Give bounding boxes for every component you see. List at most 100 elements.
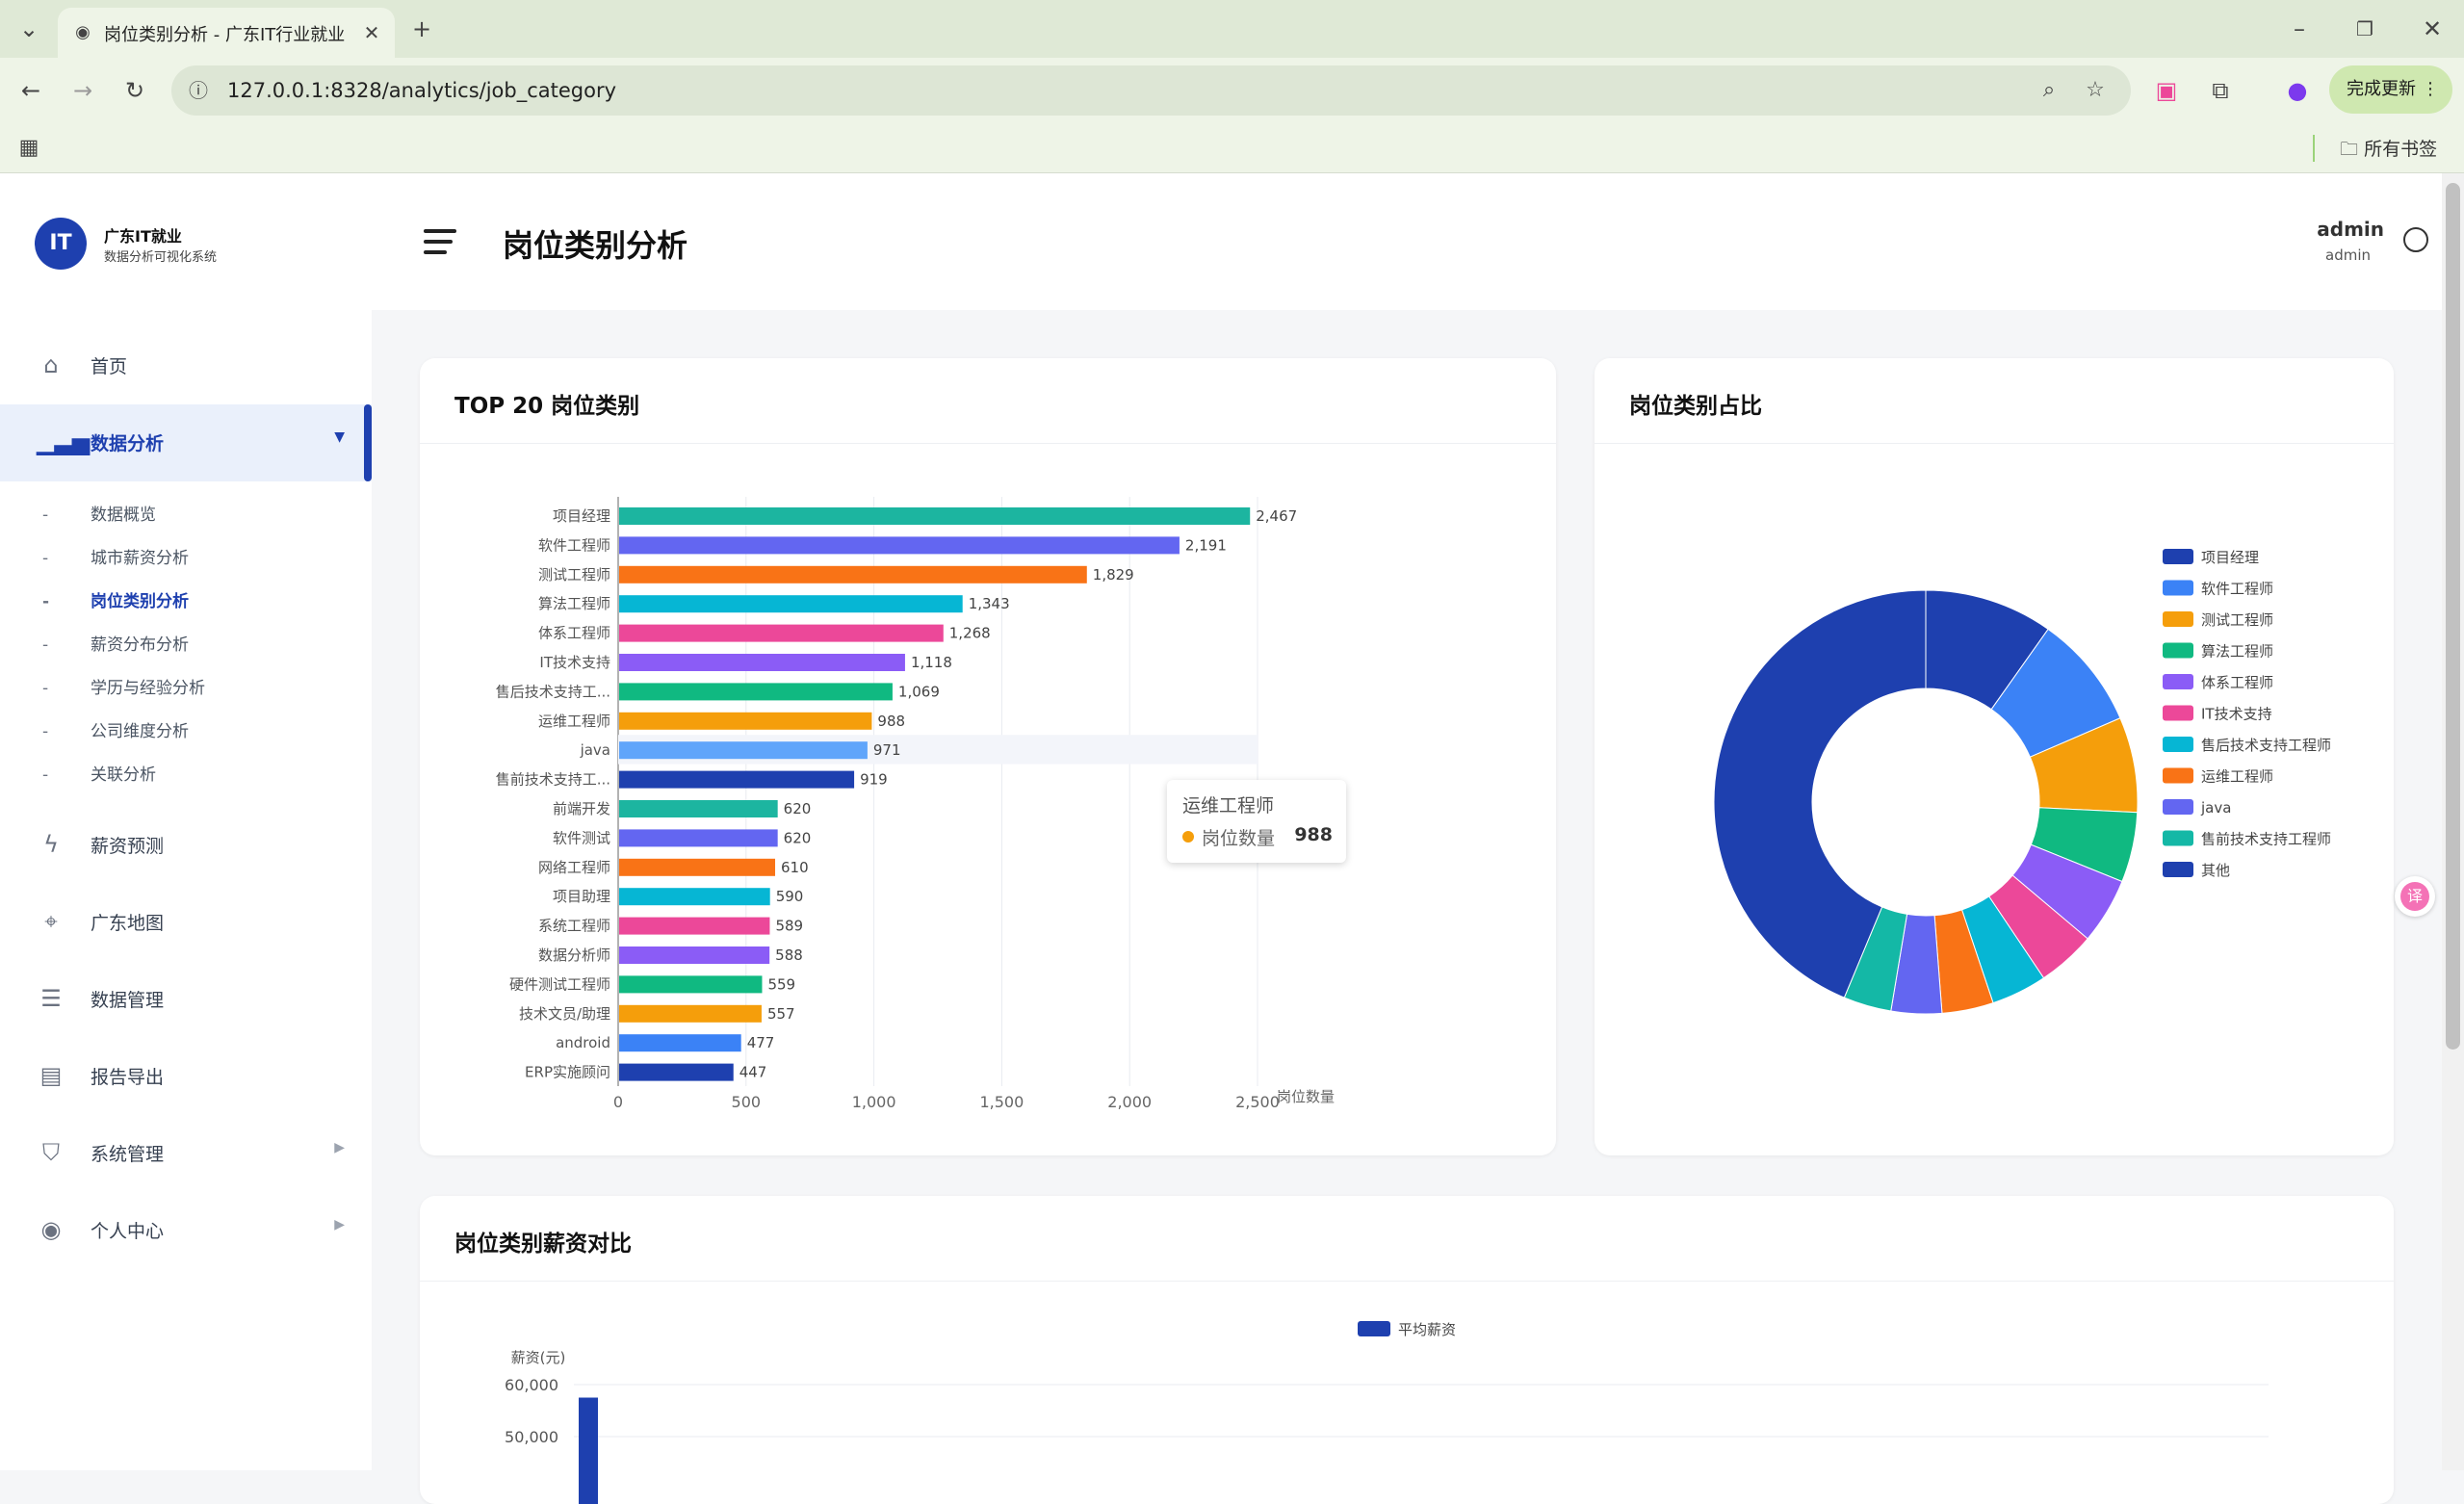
translate-extension-icon[interactable]: ▣ <box>2147 71 2186 110</box>
value-label: 1,343 <box>969 595 1010 612</box>
user-name[interactable]: admin <box>2317 218 2384 241</box>
sub-item-overview[interactable]: -数据概览 <box>42 501 156 530</box>
url-text[interactable]: 127.0.0.1:8328/analytics/job_category <box>227 79 616 102</box>
nav-salary-predict[interactable]: ϟ 薪资预测 <box>0 807 372 884</box>
category-label: ERP实施顾问 <box>525 1064 610 1081</box>
apps-icon[interactable]: ▦ <box>10 129 48 168</box>
legend-label: java <box>2200 799 2231 817</box>
legend-swatch <box>2163 581 2193 596</box>
category-label: 软件工程师 <box>538 536 610 554</box>
bar <box>619 654 905 671</box>
profile-avatar-icon[interactable]: ● <box>2278 71 2317 110</box>
scrollbar-thumb[interactable] <box>2446 183 2460 1050</box>
menu-toggle-icon[interactable] <box>424 229 456 254</box>
category-label: 算法工程师 <box>538 595 610 612</box>
value-label: 1,069 <box>898 683 940 700</box>
sub-item-salary-distribution[interactable]: -薪资分布分析 <box>42 631 189 660</box>
sub-item-education-experience[interactable]: -学历与经验分析 <box>42 674 205 703</box>
translate-float-button[interactable]: 译 <box>2395 876 2435 917</box>
nav-system-label: 系统管理 <box>91 1140 164 1166</box>
restore-icon[interactable]: ❐ <box>2346 10 2384 48</box>
bookmark-star-icon[interactable]: ☆ <box>2076 71 2114 110</box>
divider <box>2313 135 2315 162</box>
user-avatar-icon[interactable] <box>2403 227 2428 252</box>
all-bookmarks-label: 所有书签 <box>2364 139 2437 160</box>
nav-personal-label: 个人中心 <box>91 1217 164 1243</box>
location-pin-icon: ⌖ <box>37 907 65 936</box>
all-bookmarks[interactable]: 🗀 所有书签 <box>2340 135 2437 167</box>
value-label: 2,467 <box>1256 507 1297 525</box>
value-label: 620 <box>784 800 812 817</box>
category-label: 项目经理 <box>553 507 610 525</box>
value-label: 1,118 <box>911 654 952 671</box>
value-label: 559 <box>767 975 795 993</box>
back-icon[interactable]: ← <box>12 71 50 110</box>
category-label: 运维工程师 <box>538 713 610 730</box>
category-label: 数据分析师 <box>538 946 610 964</box>
logo: IT <box>35 218 87 270</box>
tooltip-value: 988 <box>1294 824 1333 845</box>
update-label: 完成更新 <box>2347 79 2416 99</box>
update-button[interactable]: 完成更新⋮ <box>2329 65 2452 114</box>
sub-item-label: 岗位类别分析 <box>91 592 189 611</box>
brand-name: 广东IT就业 <box>104 223 182 246</box>
value-label: 588 <box>775 946 803 964</box>
bar <box>619 800 778 817</box>
new-tab-icon[interactable]: + <box>402 10 441 48</box>
bar-chart-icon: ▁▃▅ <box>37 428 65 456</box>
legend-swatch <box>2163 799 2193 815</box>
nav-data-management[interactable]: ☰ 数据管理 <box>0 961 372 1038</box>
category-label: 技术文员/助理 <box>519 1005 610 1023</box>
sub-item-city-salary[interactable]: -城市薪资分析 <box>42 544 189 573</box>
document-icon: ▤ <box>37 1061 65 1090</box>
extensions-icon[interactable]: ⧉ <box>2201 71 2240 110</box>
database-icon: ☰ <box>37 984 65 1013</box>
category-label: 项目助理 <box>553 888 610 905</box>
nav-data-analysis[interactable]: ▁▃▅ 数据分析 ▼ <box>0 404 372 481</box>
nav-map-label: 广东地图 <box>91 909 164 935</box>
value-label: 620 <box>784 829 812 846</box>
nav-system-management[interactable]: ⛉ 系统管理 ▶ <box>0 1115 372 1192</box>
zoom-icon[interactable]: ⌕ <box>2030 71 2068 110</box>
value-label: 1,829 <box>1093 566 1134 583</box>
x-axis-label: 岗位数量 <box>1277 1088 1335 1105</box>
nav-personal-center[interactable]: ◉ 个人中心 ▶ <box>0 1192 372 1269</box>
page-scrollbar[interactable] <box>2442 173 2464 1470</box>
minimize-icon[interactable]: – <box>2280 10 2319 48</box>
sub-item-job-category[interactable]: -岗位类别分析 <box>42 587 189 616</box>
category-label: 硬件测试工程师 <box>509 975 610 993</box>
y-tick-label: 60,000 <box>505 1376 558 1394</box>
bookmarks-bar: ▦ 🗀 所有书签 <box>0 123 2464 173</box>
category-label: android <box>556 1034 610 1051</box>
bar <box>619 595 963 612</box>
legend-swatch <box>2163 737 2193 752</box>
tooltip-marker <box>1182 831 1194 843</box>
browser-tab[interactable]: ◉ 岗位类别分析 - 广东IT行业就业 ✕ <box>58 8 395 58</box>
reload-icon[interactable]: ↻ <box>116 71 154 110</box>
bar <box>619 536 1180 554</box>
omnibox[interactable]: ⓘ 127.0.0.1:8328/analytics/job_category … <box>171 65 2131 116</box>
nav-analysis-label: 数据分析 <box>91 429 164 455</box>
sub-item-correlation[interactable]: -关联分析 <box>42 761 156 790</box>
forward-icon[interactable]: → <box>64 71 102 110</box>
legend-swatch <box>1358 1321 1390 1336</box>
nav-home[interactable]: ⌂ 首页 <box>0 327 372 404</box>
legend-label: 软件工程师 <box>2201 581 2273 598</box>
close-tab-icon[interactable]: ✕ <box>352 13 391 52</box>
sub-item-label: 学历与经验分析 <box>91 679 205 698</box>
close-window-icon[interactable]: ✕ <box>2413 10 2451 48</box>
bar <box>619 975 762 993</box>
site-info-icon[interactable]: ⓘ <box>179 71 218 110</box>
legend-swatch <box>2163 674 2193 689</box>
bar <box>619 713 871 730</box>
tab-search-icon[interactable]: ⌄ <box>10 10 48 48</box>
value-label: 2,191 <box>1185 536 1227 554</box>
nav-map[interactable]: ⌖ 广东地图 <box>0 884 372 961</box>
x-tick-label: 1,500 <box>979 1093 1024 1111</box>
sub-item-company[interactable]: -公司维度分析 <box>42 717 189 746</box>
bar <box>619 683 893 700</box>
chevron-right-icon: ▶ <box>334 1217 345 1232</box>
nav-report-export[interactable]: ▤ 报告导出 <box>0 1038 372 1115</box>
